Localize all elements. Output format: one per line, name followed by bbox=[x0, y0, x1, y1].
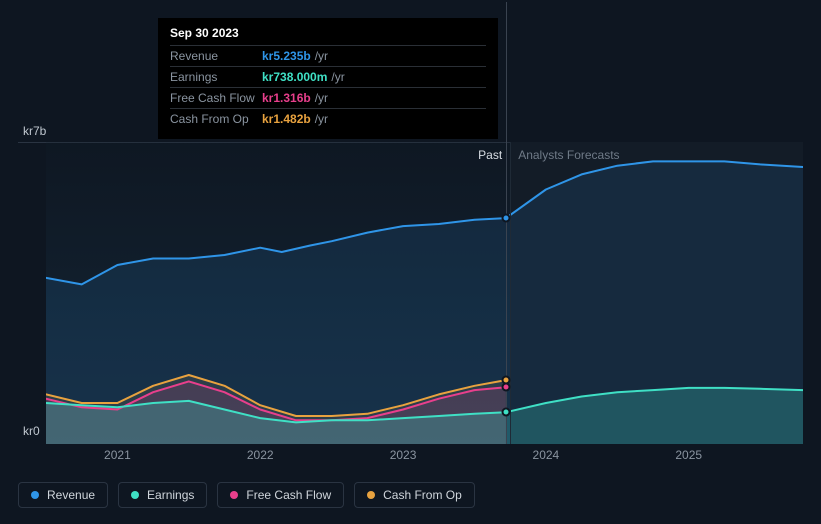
past-forecast-divider bbox=[510, 142, 511, 444]
tooltip-row-suffix: /yr bbox=[315, 112, 328, 126]
tooltip-row-label: Revenue bbox=[170, 49, 262, 63]
tooltip-row-suffix: /yr bbox=[315, 49, 328, 63]
revenue-marker bbox=[501, 214, 510, 223]
x-tick-2021: 2021 bbox=[104, 448, 131, 462]
free_cash_flow-legend-dot bbox=[230, 491, 238, 499]
tooltip-row-suffix: /yr bbox=[315, 91, 328, 105]
cash_from_op-legend-dot bbox=[367, 491, 375, 499]
financial-chart: kr7b kr0 Past Analysts Forecasts 2021 202… bbox=[18, 0, 803, 524]
revenue-legend-dot bbox=[31, 491, 39, 499]
legend-label: Free Cash Flow bbox=[246, 488, 331, 502]
earnings-marker bbox=[501, 408, 510, 417]
x-tick-2024: 2024 bbox=[533, 448, 560, 462]
tooltip-row-value: kr1.316b bbox=[262, 91, 311, 105]
legend-label: Cash From Op bbox=[383, 488, 462, 502]
tooltip-row-value: kr738.000m bbox=[262, 70, 327, 84]
revenue-area bbox=[46, 161, 803, 444]
tooltip-row-label: Earnings bbox=[170, 70, 262, 84]
hover-tooltip: Sep 30 2023 Revenuekr5.235b/yrEarningskr… bbox=[158, 18, 498, 139]
tooltip-row-label: Cash From Op bbox=[170, 112, 262, 126]
y-axis-min-label: kr0 bbox=[23, 424, 40, 438]
plot-svg bbox=[46, 142, 803, 444]
plot-area[interactable] bbox=[46, 142, 803, 444]
x-tick-2025: 2025 bbox=[675, 448, 702, 462]
x-tick-2022: 2022 bbox=[247, 448, 274, 462]
cash_from_op-marker bbox=[501, 376, 510, 385]
tooltip-row-value: kr1.482b bbox=[262, 112, 311, 126]
tooltip-row-revenue: Revenuekr5.235b/yr bbox=[170, 45, 486, 66]
legend-label: Revenue bbox=[47, 488, 95, 502]
legend-item-free_cash_flow[interactable]: Free Cash Flow bbox=[217, 482, 344, 508]
earnings-legend-dot bbox=[131, 491, 139, 499]
legend-item-cash_from_op[interactable]: Cash From Op bbox=[354, 482, 475, 508]
forecast-label: Analysts Forecasts bbox=[518, 148, 619, 162]
legend-item-revenue[interactable]: Revenue bbox=[18, 482, 108, 508]
legend-label: Earnings bbox=[147, 488, 194, 502]
tooltip-row-label: Free Cash Flow bbox=[170, 91, 262, 105]
past-label: Past bbox=[478, 148, 502, 162]
tooltip-row-value: kr5.235b bbox=[262, 49, 311, 63]
legend-item-earnings[interactable]: Earnings bbox=[118, 482, 207, 508]
tooltip-row-cash-from-op: Cash From Opkr1.482b/yr bbox=[170, 108, 486, 129]
tooltip-row-earnings: Earningskr738.000m/yr bbox=[170, 66, 486, 87]
tooltip-row-free-cash-flow: Free Cash Flowkr1.316b/yr bbox=[170, 87, 486, 108]
x-tick-2023: 2023 bbox=[390, 448, 417, 462]
y-axis-max-label: kr7b bbox=[23, 124, 46, 138]
tooltip-date: Sep 30 2023 bbox=[170, 26, 486, 45]
tooltip-row-suffix: /yr bbox=[331, 70, 344, 84]
legend: Revenue Earnings Free Cash Flow Cash From O… bbox=[18, 482, 475, 508]
